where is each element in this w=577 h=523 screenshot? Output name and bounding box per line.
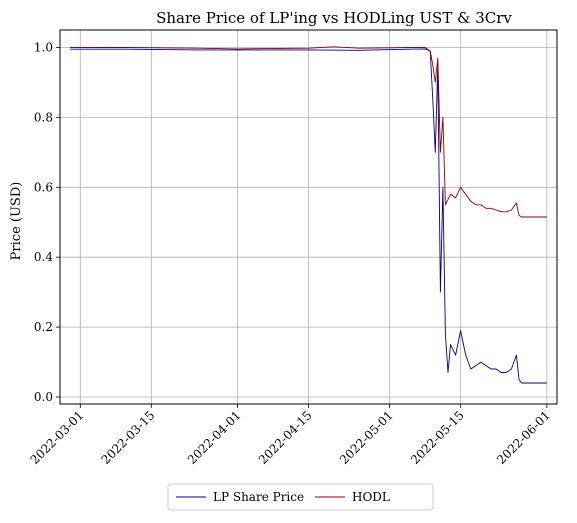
chart-title: Share Price of LP'ing vs HODLing UST & 3… [156, 9, 512, 27]
series-line-lp-share-price [70, 48, 547, 384]
y-tick-label: 0.6 [34, 180, 53, 194]
x-tick-label: 2022-04-01 [185, 408, 244, 467]
x-tick-label: 2022-04-15 [256, 408, 315, 467]
x-axis-ticks: 2022-03-01 2022-03-15 2022-04-01 2022-04-15… [28, 404, 553, 467]
x-tick-label: 2022-03-15 [99, 408, 158, 467]
y-tick-label: 0.8 [34, 110, 53, 124]
x-tick-label: 2022-05-15 [408, 408, 467, 467]
x-tick-label: 2022-03-01 [28, 408, 87, 467]
y-tick-label: 1.0 [34, 40, 53, 54]
series-lines [70, 46, 547, 384]
y-axis-ticks: 0.0 0.2 0.4 0.6 0.8 1.0 [34, 40, 60, 404]
legend: LP Share Price HODL [167, 483, 434, 511]
y-tick-label: 0.4 [34, 250, 53, 264]
legend-label: HODL [352, 490, 390, 504]
x-tick-label: 2022-06-01 [494, 408, 553, 467]
series-line-hodl [70, 46, 547, 218]
legend-label: LP Share Price [213, 490, 304, 504]
legend-box [167, 483, 434, 511]
y-tick-label: 0.2 [34, 320, 53, 334]
grid [60, 30, 557, 404]
x-tick-label: 2022-05-01 [337, 408, 396, 467]
y-tick-label: 0.0 [34, 390, 53, 404]
y-axis-label: Price (USD) [9, 182, 24, 261]
